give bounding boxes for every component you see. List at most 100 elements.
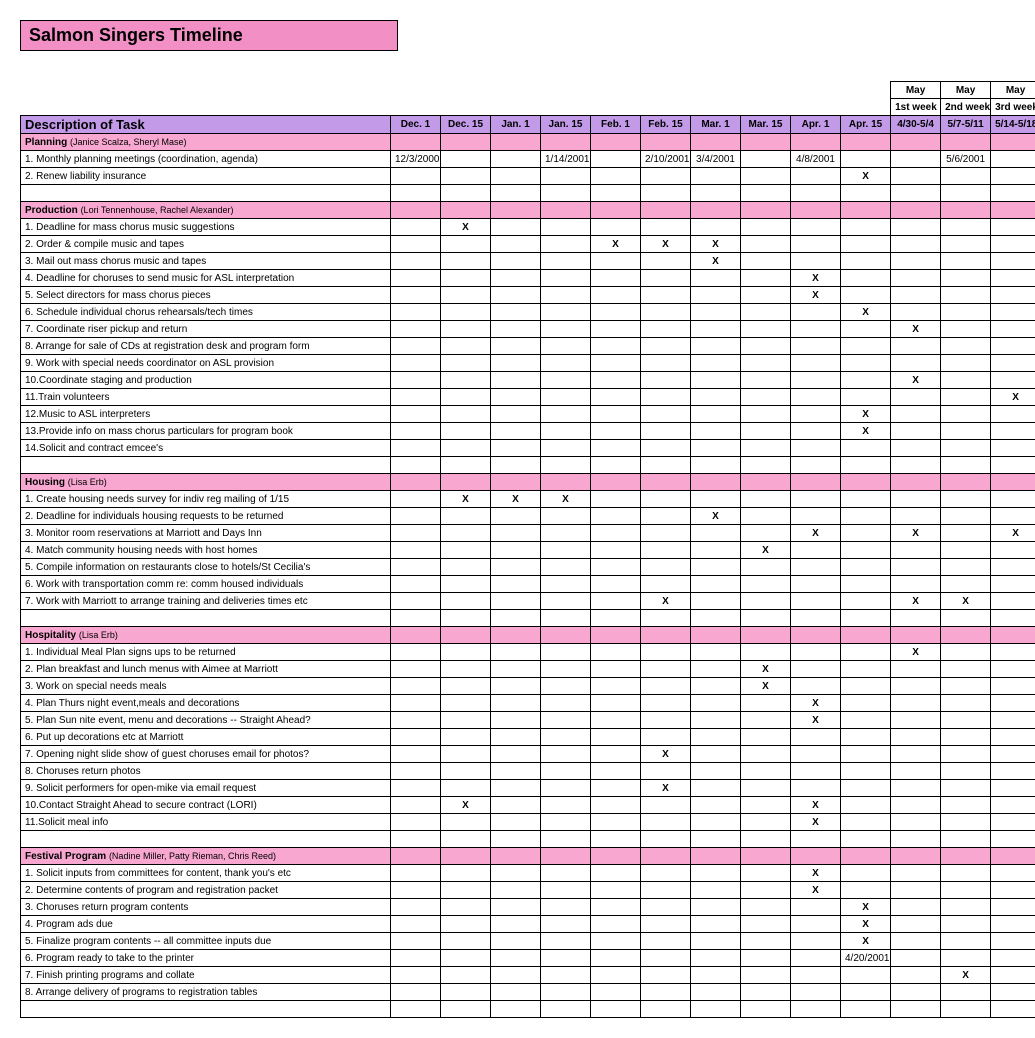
task-cell bbox=[691, 797, 741, 814]
task-cell bbox=[941, 236, 991, 253]
task-cell bbox=[691, 780, 741, 797]
task-desc: 1. Solicit inputs from committees for co… bbox=[21, 865, 391, 882]
task-cell bbox=[841, 814, 891, 831]
task-cell bbox=[641, 814, 691, 831]
task-cell bbox=[991, 355, 1035, 372]
header-date: Mar. 1 bbox=[691, 116, 741, 134]
task-desc: 3. Monitor room reservations at Marriott… bbox=[21, 525, 391, 542]
task-cell: 5/6/2001 bbox=[941, 151, 991, 168]
task-desc: 7. Coordinate riser pickup and return bbox=[21, 321, 391, 338]
task-cell bbox=[391, 355, 441, 372]
task-cell bbox=[591, 287, 641, 304]
task-row: 6. Schedule individual chorus rehearsals… bbox=[21, 304, 1035, 321]
task-cell bbox=[991, 236, 1035, 253]
task-cell bbox=[641, 253, 691, 270]
task-cell bbox=[791, 644, 841, 661]
task-cell: X bbox=[891, 372, 941, 389]
task-cell bbox=[791, 780, 841, 797]
task-cell bbox=[591, 746, 641, 763]
task-cell bbox=[891, 950, 941, 967]
task-cell: X bbox=[791, 797, 841, 814]
task-cell bbox=[841, 729, 891, 746]
task-cell bbox=[741, 440, 791, 457]
may-header-cell: 1st week bbox=[891, 99, 941, 116]
task-cell bbox=[691, 372, 741, 389]
header-may-date: 5/14-5/18 bbox=[991, 116, 1035, 134]
task-cell bbox=[741, 984, 791, 1001]
task-cell bbox=[641, 695, 691, 712]
task-desc: 2. Determine contents of program and reg… bbox=[21, 882, 391, 899]
task-cell bbox=[541, 389, 591, 406]
task-cell: X bbox=[441, 491, 491, 508]
task-cell bbox=[891, 542, 941, 559]
task-cell bbox=[441, 661, 491, 678]
task-cell bbox=[841, 389, 891, 406]
header-date: Apr. 15 bbox=[841, 116, 891, 134]
task-cell bbox=[891, 338, 941, 355]
task-cell bbox=[941, 882, 991, 899]
task-row: 10.Coordinate staging and productionX bbox=[21, 372, 1035, 389]
task-cell bbox=[691, 695, 741, 712]
task-desc: 1. Individual Meal Plan signs ups to be … bbox=[21, 644, 391, 661]
task-cell bbox=[641, 338, 691, 355]
task-cell bbox=[641, 270, 691, 287]
task-cell bbox=[991, 508, 1035, 525]
task-cell bbox=[591, 168, 641, 185]
task-cell bbox=[541, 287, 591, 304]
task-cell bbox=[441, 508, 491, 525]
task-cell bbox=[891, 236, 941, 253]
task-cell bbox=[591, 508, 641, 525]
task-cell bbox=[491, 151, 541, 168]
task-row: 11.Solicit meal infoX bbox=[21, 814, 1035, 831]
task-cell bbox=[841, 984, 891, 1001]
task-cell bbox=[741, 389, 791, 406]
task-cell bbox=[591, 729, 641, 746]
task-cell bbox=[541, 797, 591, 814]
task-row: 9. Solicit performers for open-mike via … bbox=[21, 780, 1035, 797]
task-cell bbox=[641, 967, 691, 984]
task-cell bbox=[641, 933, 691, 950]
task-cell bbox=[891, 576, 941, 593]
task-desc: 7. Finish printing programs and collate bbox=[21, 967, 391, 984]
task-cell bbox=[391, 984, 441, 1001]
task-cell bbox=[641, 644, 691, 661]
task-cell bbox=[541, 593, 591, 610]
task-cell bbox=[391, 780, 441, 797]
task-cell bbox=[441, 933, 491, 950]
task-cell bbox=[991, 287, 1035, 304]
task-cell bbox=[591, 695, 641, 712]
task-cell bbox=[391, 508, 441, 525]
task-cell bbox=[891, 661, 941, 678]
task-cell bbox=[941, 780, 991, 797]
task-cell bbox=[891, 882, 941, 899]
task-cell bbox=[391, 253, 441, 270]
task-cell bbox=[591, 338, 641, 355]
task-cell bbox=[591, 304, 641, 321]
task-cell: X bbox=[841, 423, 891, 440]
task-cell bbox=[591, 355, 641, 372]
task-cell bbox=[941, 389, 991, 406]
task-cell bbox=[391, 406, 441, 423]
task-cell bbox=[541, 644, 591, 661]
task-cell bbox=[491, 967, 541, 984]
task-cell: X bbox=[441, 797, 491, 814]
task-cell bbox=[941, 797, 991, 814]
task-cell bbox=[591, 882, 641, 899]
task-cell bbox=[741, 593, 791, 610]
task-desc: 2. Renew liability insurance bbox=[21, 168, 391, 185]
task-cell bbox=[541, 865, 591, 882]
task-cell bbox=[941, 525, 991, 542]
task-cell bbox=[741, 746, 791, 763]
task-cell bbox=[591, 151, 641, 168]
task-cell bbox=[441, 593, 491, 610]
task-cell bbox=[791, 916, 841, 933]
task-cell bbox=[591, 899, 641, 916]
task-cell: X bbox=[591, 236, 641, 253]
task-cell bbox=[391, 389, 441, 406]
task-cell bbox=[491, 661, 541, 678]
task-desc: 5. Plan Sun nite event, menu and decorat… bbox=[21, 712, 391, 729]
task-cell bbox=[941, 899, 991, 916]
task-cell bbox=[641, 219, 691, 236]
task-cell bbox=[391, 695, 441, 712]
task-cell bbox=[391, 168, 441, 185]
